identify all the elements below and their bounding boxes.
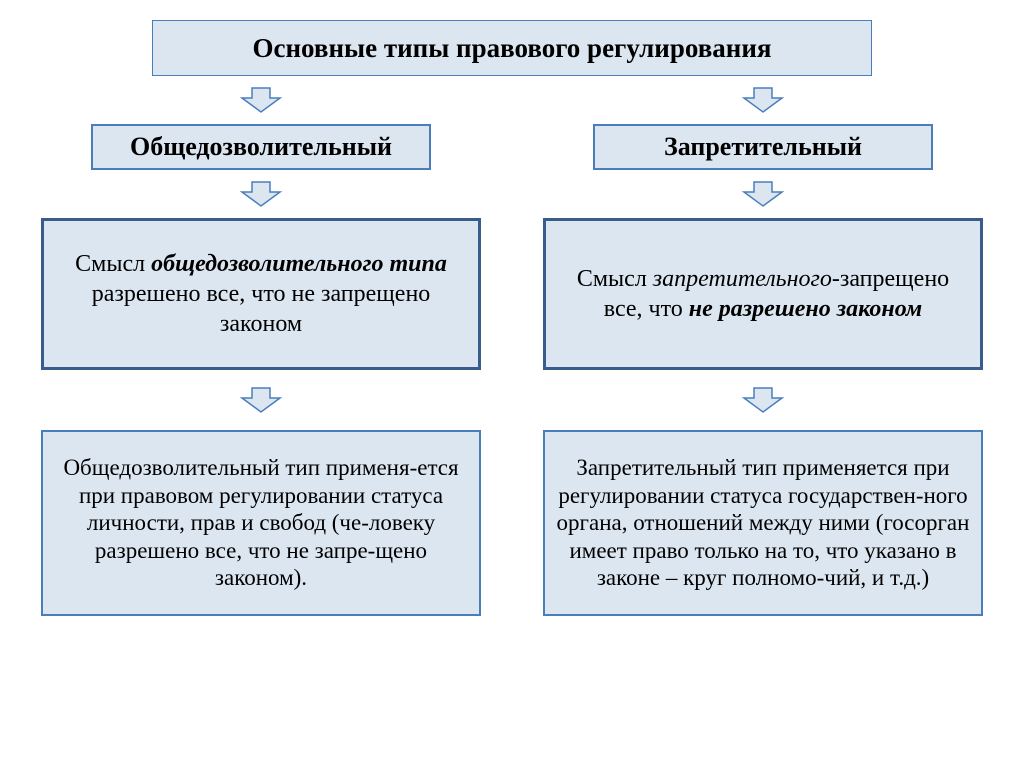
- right-app-text: Запретительный тип применяется при регул…: [555, 454, 971, 592]
- arrow-down-icon: [240, 180, 282, 208]
- title-text: Основные типы правового регулирования: [253, 33, 772, 64]
- left-subtitle-box: Общедозволительный: [91, 124, 431, 170]
- left-subtitle: Общедозволительный: [130, 132, 392, 162]
- left-desc-text: Смысл общедозволительного типа разрешено…: [54, 249, 468, 339]
- arrow-down-icon: [240, 86, 282, 114]
- arrow-down-icon: [240, 386, 282, 414]
- arrow-down-icon: [742, 386, 784, 414]
- arrow-down-icon: [742, 86, 784, 114]
- arrow-down-icon: [742, 180, 784, 208]
- left-column: Общедозволительный Смысл общедозволитель…: [30, 76, 492, 616]
- right-desc-box: Смысл запретительного-запрещено все, что…: [543, 218, 983, 370]
- right-desc-text: Смысл запретительного-запрещено все, что…: [556, 264, 970, 324]
- right-column: Запретительный Смысл запретительного-зап…: [532, 76, 994, 616]
- title-box: Основные типы правового регулирования: [152, 20, 872, 76]
- right-subtitle-box: Запретительный: [593, 124, 933, 170]
- right-subtitle: Запретительный: [664, 132, 862, 162]
- left-app-box: Общедозволительный тип применя-ется при …: [41, 430, 481, 616]
- right-app-box: Запретительный тип применяется при регул…: [543, 430, 983, 616]
- left-desc-box: Смысл общедозволительного типа разрешено…: [41, 218, 481, 370]
- left-app-text: Общедозволительный тип применя-ется при …: [53, 454, 469, 592]
